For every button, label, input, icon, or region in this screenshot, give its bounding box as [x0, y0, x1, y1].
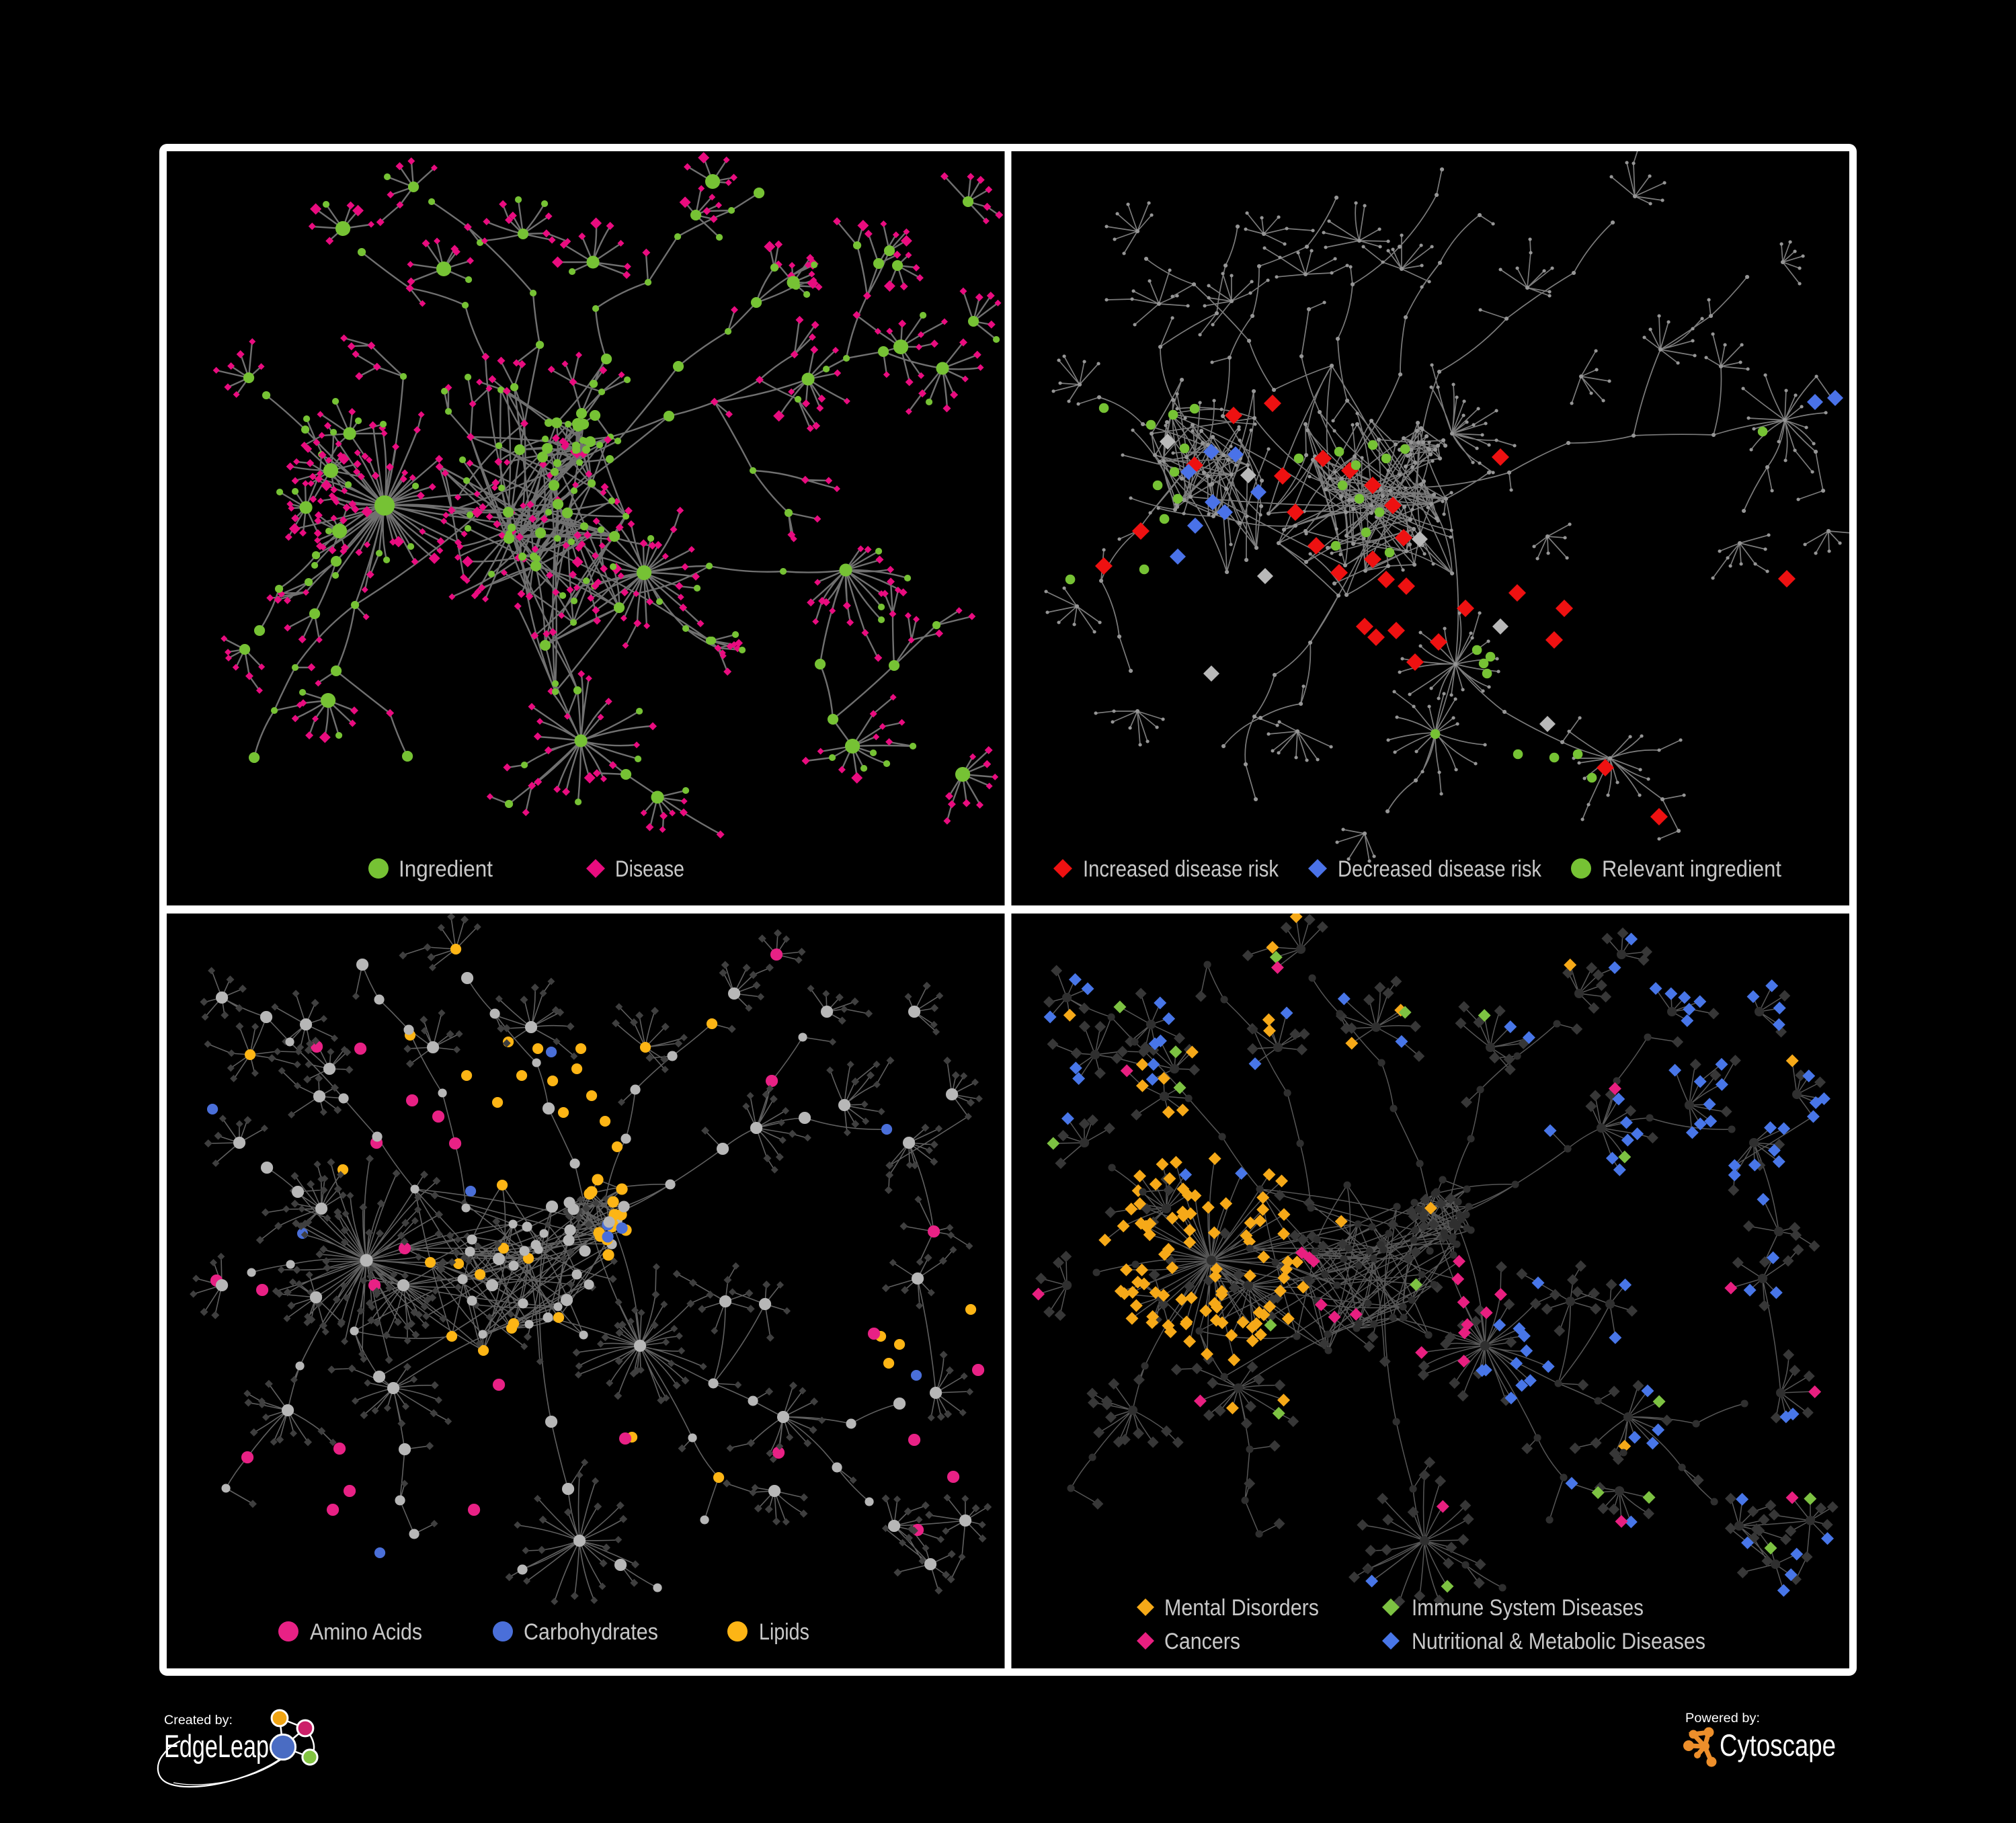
- svg-text:Decreased disease risk: Decreased disease risk: [1338, 856, 1542, 882]
- svg-text:Disease: Disease: [615, 856, 684, 882]
- svg-text:Increased disease risk: Increased disease risk: [1083, 856, 1279, 882]
- svg-text:Amino Acids: Amino Acids: [310, 1619, 422, 1645]
- svg-text:Relevant ingredient: Relevant ingredient: [1602, 856, 1782, 882]
- svg-text:Nutritional & Metabolic Diseas: Nutritional & Metabolic Diseases: [1412, 1629, 1705, 1654]
- svg-text:Ingredient: Ingredient: [399, 856, 493, 882]
- svg-text:EdgeLeap: EdgeLeap: [164, 1728, 269, 1764]
- svg-text:Cytoscape: Cytoscape: [1720, 1728, 1836, 1763]
- svg-text:Lipids: Lipids: [759, 1619, 809, 1645]
- svg-text:Powered by:: Powered by:: [1685, 1711, 1760, 1726]
- svg-text:Carbohydrates: Carbohydrates: [524, 1619, 658, 1645]
- svg-text:Immune System Diseases: Immune System Diseases: [1412, 1595, 1644, 1621]
- svg-text:Created by:: Created by:: [164, 1713, 233, 1728]
- svg-text:Mental Disorders: Mental Disorders: [1164, 1595, 1319, 1621]
- svg-text:Cancers: Cancers: [1164, 1629, 1240, 1654]
